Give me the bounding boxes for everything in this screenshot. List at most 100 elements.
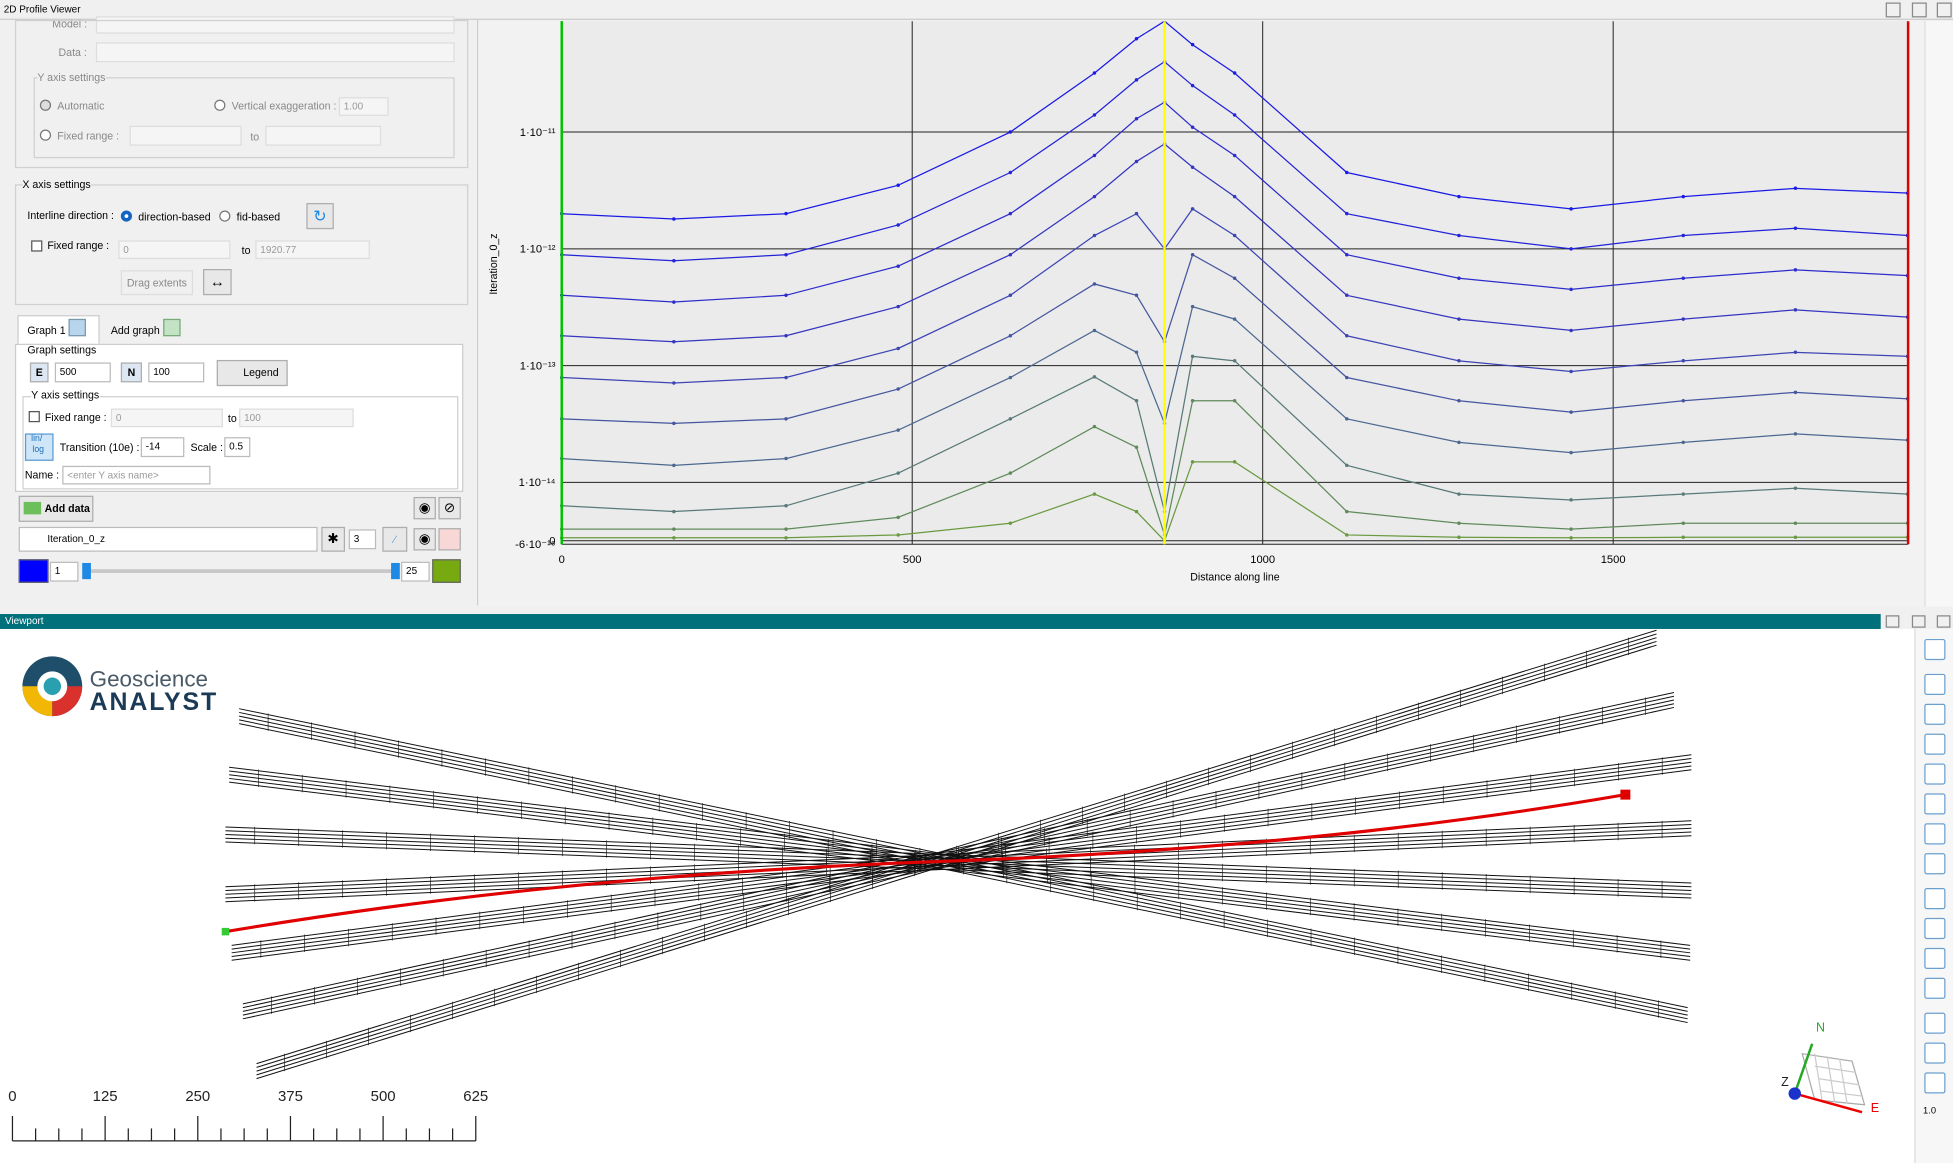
series-point (1232, 317, 1237, 321)
series-point (1134, 399, 1139, 403)
input[interactable] (265, 125, 382, 146)
series-point (784, 375, 788, 380)
series-point (1793, 390, 1798, 395)
input[interactable]: 1920.77 (255, 240, 370, 260)
tab[interactable] (17, 315, 100, 346)
maximize-button[interactable] (1911, 615, 1926, 628)
spinbox[interactable]: -14 (140, 437, 185, 458)
scale-label: 250 (185, 1088, 210, 1105)
scale-bar: 0 125 250 375 500 625 (8, 1088, 488, 1142)
restore-button[interactable] (1885, 615, 1900, 628)
group-title: Y axis settings (37, 69, 106, 85)
series-point (1008, 252, 1013, 257)
dropdown[interactable] (95, 42, 455, 63)
y-tick-label: 1·10⁻¹⁴ (519, 477, 556, 489)
series-point (1008, 471, 1013, 475)
series-point (1092, 194, 1097, 199)
n-icon: N (120, 362, 142, 383)
maximize-button[interactable] (1911, 2, 1927, 18)
channel-dropdown[interactable]: Iteration_0_z (18, 526, 318, 552)
color-map-button[interactable] (438, 528, 461, 551)
tool-button[interactable] (1924, 733, 1946, 755)
series-point (1345, 334, 1349, 338)
tool-button[interactable] (1924, 888, 1946, 910)
drag-extents-button[interactable]: Drag extents (120, 270, 194, 296)
series-point (1008, 293, 1013, 298)
series-point (1134, 350, 1139, 355)
extents-icon-button[interactable]: ↔ (203, 269, 232, 296)
input[interactable]: 0.5 (224, 437, 251, 458)
series-point (1681, 521, 1686, 526)
line-start (221, 927, 230, 936)
tool-button[interactable] (1924, 917, 1946, 940)
checkbox[interactable] (31, 240, 43, 252)
series-point (1232, 359, 1237, 363)
tab-label[interactable]: Add graph (110, 323, 160, 337)
viewport-background (0, 628, 1915, 1163)
start-color-swatch[interactable] (18, 559, 49, 583)
radio[interactable] (39, 129, 52, 141)
tool-button[interactable] (1924, 1012, 1946, 1034)
spinbox[interactable]: 500 (54, 362, 111, 383)
lin-log-button[interactable] (24, 433, 54, 461)
add-data-button[interactable]: Add data (18, 495, 94, 522)
input[interactable]: 100 (239, 408, 354, 428)
spinbox[interactable]: 3 (348, 529, 377, 550)
tool-button[interactable] (1924, 793, 1946, 815)
series-point (1681, 317, 1686, 321)
slider-handle[interactable] (391, 562, 400, 580)
tool-button[interactable] (1924, 823, 1946, 845)
series-point (1457, 440, 1461, 445)
checkbox[interactable] (28, 411, 40, 423)
tool-button[interactable] (1924, 763, 1946, 785)
series-point (1232, 399, 1237, 403)
series-point (784, 504, 788, 508)
series-point (1345, 533, 1349, 537)
series-point (1134, 509, 1139, 514)
spinbox[interactable]: 25 (401, 561, 430, 582)
series-line (561, 305, 1908, 466)
pen-button[interactable]: ∕ (382, 526, 408, 552)
series-point (1681, 399, 1686, 403)
viewport-3d: Geoscience ANALYST 0 125 250 375 500 625 N Z … (0, 628, 1915, 1163)
series-line (561, 461, 1908, 542)
radio[interactable] (120, 210, 133, 222)
group-box (22, 396, 459, 490)
refresh-button[interactable]: ↻ (306, 203, 334, 230)
tool-button[interactable] (1924, 703, 1946, 725)
input[interactable]: <enter Y axis name> (62, 465, 211, 485)
radio[interactable] (214, 99, 226, 111)
radio[interactable] (39, 99, 52, 111)
tool-button[interactable] (1924, 977, 1946, 999)
tool-button[interactable] (1924, 853, 1946, 875)
range-slider[interactable] (87, 569, 397, 573)
spinbox[interactable]: 100 (148, 362, 205, 383)
spinbox[interactable]: 1 (49, 561, 79, 582)
tool-button[interactable] (1924, 673, 1946, 695)
input[interactable] (129, 125, 242, 146)
close-button[interactable] (1936, 615, 1951, 628)
legend-button[interactable]: Legend (216, 359, 288, 387)
tool-button[interactable] (1924, 1042, 1946, 1064)
slider-handle[interactable] (82, 562, 91, 580)
tool-button[interactable] (1924, 947, 1946, 969)
hide-all-button[interactable]: ⊘ (438, 496, 461, 520)
tool-button[interactable] (1924, 638, 1946, 661)
close-button[interactable] (1936, 2, 1952, 18)
input[interactable]: 0 (118, 240, 231, 260)
tool-button[interactable] (1924, 1072, 1946, 1094)
symbol-button[interactable]: ✱ (321, 526, 346, 552)
series-point (1008, 375, 1013, 380)
end-color-swatch[interactable] (432, 559, 461, 583)
show-all-button[interactable]: ◉ (413, 496, 436, 520)
label: fid-based (236, 210, 281, 223)
visibility-button[interactable]: ◉ (413, 528, 436, 551)
series-point (672, 381, 676, 385)
restore-button[interactable] (1885, 2, 1901, 18)
logo-text: Geoscience (90, 666, 208, 691)
series-point (1681, 535, 1686, 540)
radio[interactable] (219, 210, 231, 222)
input[interactable]: 0 (110, 408, 223, 428)
spinbox[interactable]: 1.00 (338, 97, 389, 116)
series-point (1569, 247, 1573, 251)
